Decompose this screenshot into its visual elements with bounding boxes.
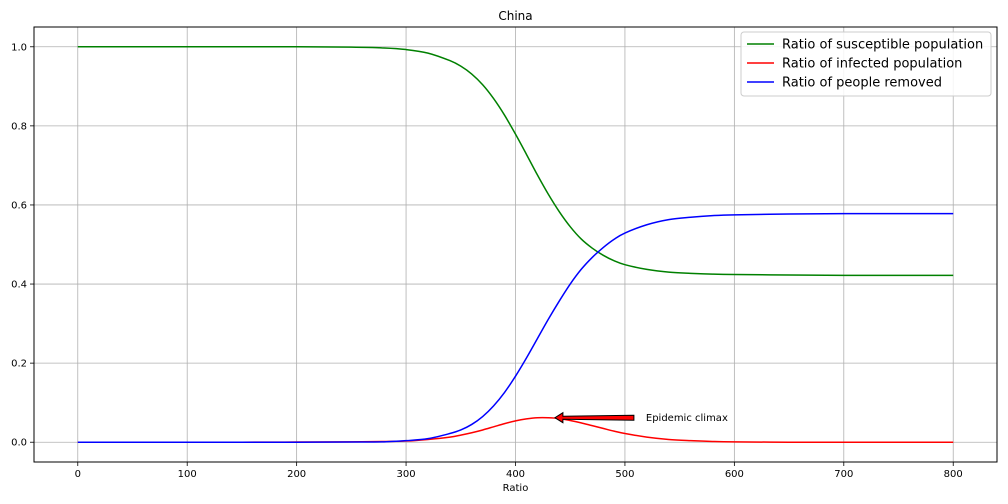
y-tick-label: 0.0 bbox=[11, 438, 27, 449]
x-tick-label: 800 bbox=[944, 469, 963, 480]
x-axis-label: Ratio bbox=[503, 483, 529, 494]
y-tick-label: 1.0 bbox=[11, 42, 27, 53]
x-tick-label: 100 bbox=[178, 469, 197, 480]
legend: Ratio of susceptible population Ratio of … bbox=[740, 31, 992, 97]
annotation-label: Epidemic climax bbox=[646, 413, 728, 424]
x-tick-label: 300 bbox=[397, 469, 416, 480]
x-tick-label: 700 bbox=[834, 469, 853, 480]
y-tick-label: 0.2 bbox=[11, 359, 27, 370]
chart-title: China bbox=[498, 9, 532, 23]
annotations: Epidemic climax bbox=[553, 411, 728, 424]
series-lines bbox=[77, 45, 954, 444]
x-tick-label: 500 bbox=[615, 469, 634, 480]
y-axis-ticks: 0.0 0.2 0.4 0.6 0.8 1.0 bbox=[11, 42, 34, 449]
y-tick-label: 0.4 bbox=[11, 280, 27, 291]
y-tick-label: 0.6 bbox=[11, 200, 27, 211]
series-line-removed bbox=[77, 212, 954, 443]
legend-box bbox=[740, 31, 992, 97]
x-tick-label: 0 bbox=[75, 469, 81, 480]
x-tick-label: 600 bbox=[725, 469, 744, 480]
x-axis-ticks: 0 100 200 300 400 500 600 700 800 bbox=[75, 462, 963, 480]
legend-label-susceptible: Ratio of susceptible population bbox=[782, 38, 983, 53]
annotation-arrow bbox=[553, 411, 635, 424]
x-tick-label: 400 bbox=[506, 469, 525, 480]
y-tick-label: 0.8 bbox=[11, 121, 27, 132]
legend-label-infected: Ratio of infected population bbox=[782, 57, 962, 72]
series-line-susceptible bbox=[77, 45, 954, 277]
x-tick-label: 200 bbox=[287, 469, 306, 480]
legend-label-removed: Ratio of people removed bbox=[782, 76, 942, 91]
